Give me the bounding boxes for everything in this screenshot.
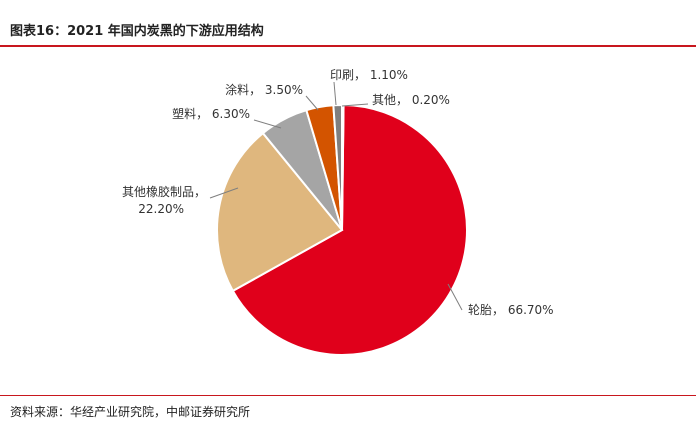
leader-line (209, 187, 239, 199)
leader-line (253, 119, 282, 129)
slice-label: 轮胎， 66.70% (468, 303, 554, 317)
leader-line (305, 95, 319, 111)
slice-label: 印刷， 1.10% (330, 68, 408, 82)
leader-line (447, 283, 463, 311)
pie-slice (216, 131, 344, 293)
pie-slices (216, 103, 468, 356)
pie-slice (231, 103, 468, 356)
pie-chart: 轮胎， 66.70% 其他橡胶制品， 22.20% 塑料， 6.30% 涂料， 3.50… (122, 68, 554, 356)
figure-title: 图表16：2021 年国内炭黑的下游应用结构 (10, 24, 264, 39)
slice-label: 涂料， 3.50% (225, 82, 303, 97)
leader-line (333, 81, 337, 106)
slice-label: 其他， 0.20% (372, 93, 450, 107)
pie-slice (341, 103, 345, 231)
slice-value-label: 22.20% (138, 202, 184, 216)
slice-label: 其他橡胶制品， (122, 184, 206, 199)
source-divider (0, 395, 696, 396)
leader-line (341, 103, 369, 107)
slice-label: 塑料， 6.30% (172, 106, 250, 121)
source-note: 资料来源：华经产业研究院，中邮证券研究所 (10, 405, 251, 419)
slice-labels: 轮胎， 66.70% 其他橡胶制品， 22.20% 塑料， 6.30% 涂料， 3.50… (122, 68, 554, 317)
leader-lines (209, 81, 463, 311)
figure-header: 图表16：2021 年国内炭黑的下游应用结构 (0, 0, 696, 47)
title-divider (0, 45, 696, 47)
